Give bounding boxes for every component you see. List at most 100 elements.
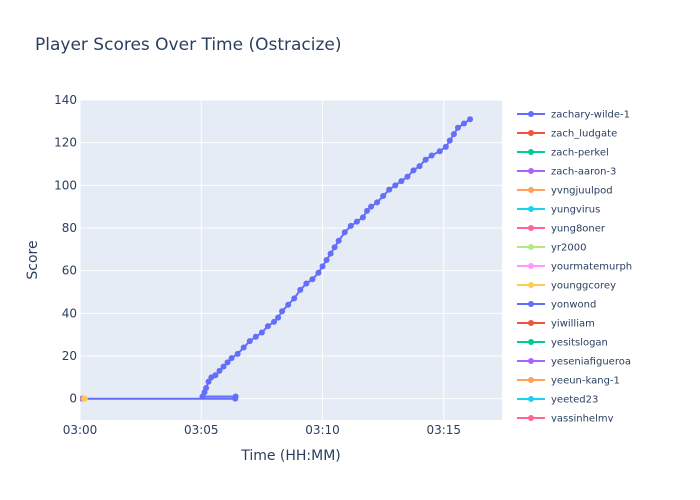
data-point xyxy=(461,120,468,127)
y-tick-label: 140 xyxy=(54,93,77,107)
legend-marker xyxy=(528,358,534,364)
data-point xyxy=(246,338,253,345)
data-point xyxy=(279,308,286,315)
legend-marker xyxy=(528,130,534,136)
legend-item[interactable]: yungvirus xyxy=(517,205,600,216)
data-point xyxy=(380,193,387,199)
legend-marker xyxy=(528,111,534,117)
legend-label: yeseniafigueroa xyxy=(551,357,631,368)
data-point xyxy=(297,286,304,293)
data-point xyxy=(386,186,393,193)
data-point xyxy=(224,359,231,366)
legend-item[interactable]: yassinhelmy xyxy=(517,414,614,425)
data-point xyxy=(353,218,360,225)
data-point xyxy=(363,207,370,214)
data-point xyxy=(436,148,443,155)
legend-marker xyxy=(528,225,534,231)
legend-item[interactable]: yeeted23 xyxy=(517,395,598,406)
data-point xyxy=(234,350,241,357)
data-point xyxy=(220,363,227,370)
legend-marker xyxy=(528,396,534,402)
data-point xyxy=(398,178,405,185)
y-tick-label: 60 xyxy=(62,264,77,278)
legend-marker xyxy=(528,320,534,326)
data-point xyxy=(392,182,399,189)
y-tick-label: 100 xyxy=(54,178,77,192)
data-point xyxy=(315,269,322,276)
legend-marker xyxy=(528,187,534,193)
data-point xyxy=(442,143,449,150)
y-tick-label: 120 xyxy=(54,136,77,150)
plot-area xyxy=(80,100,502,420)
y-tick-label: 0 xyxy=(69,392,77,406)
legend-item[interactable]: yung8oner xyxy=(517,224,606,235)
data-point xyxy=(323,257,330,263)
legend-label: yeeun-kang-1 xyxy=(551,376,620,387)
x-tick-label: 03:05 xyxy=(184,423,219,437)
grid xyxy=(79,99,502,420)
data-point xyxy=(258,329,265,336)
x-tick-label: 03:15 xyxy=(426,423,461,437)
data-point xyxy=(81,395,88,402)
legend-item[interactable]: zach_ludgate xyxy=(517,129,617,140)
data-point xyxy=(303,280,310,287)
legend-label: yvngjuulpod xyxy=(551,186,613,197)
legend-label: zach-aaron-3 xyxy=(551,167,616,178)
legend-item[interactable]: yonwond xyxy=(517,300,596,311)
data-point xyxy=(309,276,316,283)
data-point xyxy=(450,131,457,138)
series-younggcorey xyxy=(81,395,88,402)
y-axis-title: Score xyxy=(25,240,41,279)
legend-item[interactable]: yeeun-kang-1 xyxy=(517,376,620,387)
data-point xyxy=(335,237,342,244)
legend-item[interactable]: younggcorey xyxy=(517,281,616,292)
legend-marker xyxy=(528,263,534,269)
legend-item[interactable]: yourmatemurph xyxy=(517,262,632,273)
y-tick-label: 40 xyxy=(62,306,77,320)
legend-marker xyxy=(528,168,534,174)
y-tick-label: 20 xyxy=(62,349,77,363)
data-point xyxy=(205,378,212,385)
legend-marker xyxy=(528,415,534,421)
legend-item[interactable]: yr2000 xyxy=(517,243,586,254)
data-point xyxy=(232,393,239,400)
data-point xyxy=(285,301,292,308)
data-point xyxy=(212,372,219,379)
data-point xyxy=(368,203,375,210)
data-point xyxy=(203,385,210,391)
legend-item[interactable]: yiwilliam xyxy=(517,319,595,330)
data-point xyxy=(374,199,381,206)
legend-label: yungvirus xyxy=(551,205,600,216)
legend-marker xyxy=(528,244,534,250)
legend-label: yesitslogan xyxy=(551,338,608,349)
data-point xyxy=(291,295,298,302)
legend-marker xyxy=(528,282,534,288)
legend[interactable]: zachary-wilde-1 zach_ludgate zach-perkel za… xyxy=(517,110,632,425)
data-point xyxy=(252,333,259,340)
legend-label: yiwilliam xyxy=(551,319,595,330)
data-point xyxy=(454,124,461,131)
y-axis-ticks: 0 20 40 60 80 100 120 140 xyxy=(54,93,77,406)
data-point xyxy=(410,167,417,174)
data-point xyxy=(271,318,278,325)
chart-title: Player Scores Over Time (Ostracize) xyxy=(35,35,342,55)
data-point xyxy=(416,163,423,170)
legend-item[interactable]: zach-perkel xyxy=(517,148,609,159)
legend-marker xyxy=(528,339,534,345)
legend-label: yassinhelmy xyxy=(551,414,614,425)
legend-item[interactable]: yesitslogan xyxy=(517,338,608,349)
legend-label: zach-perkel xyxy=(551,148,609,159)
data-point xyxy=(216,367,223,374)
data-point xyxy=(240,344,247,351)
legend-label: yung8oner xyxy=(551,224,606,235)
legend-item[interactable]: yvngjuulpod xyxy=(517,186,613,197)
legend-marker xyxy=(528,149,534,155)
legend-label: yeeted23 xyxy=(551,395,598,406)
legend-item[interactable]: yeseniafigueroa xyxy=(517,357,631,368)
legend-marker xyxy=(528,206,534,212)
data-point xyxy=(264,323,271,330)
y-tick-label: 80 xyxy=(62,221,77,235)
legend-item[interactable]: zach-aaron-3 xyxy=(517,167,616,178)
legend-item[interactable]: zachary-wilde-1 xyxy=(517,110,630,121)
data-point xyxy=(428,152,435,159)
